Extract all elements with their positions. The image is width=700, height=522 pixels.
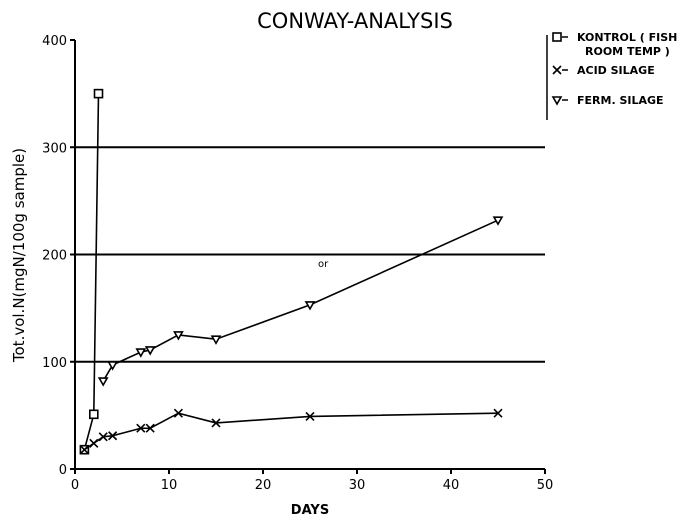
y-tick-label: 200 [42, 249, 67, 264]
series-group [79, 88, 504, 455]
series-line [102, 219, 499, 382]
x-tick-label: 0 [71, 478, 79, 493]
x-tick-label: 40 [443, 478, 460, 493]
series-triangle-down [97, 216, 504, 387]
series-line [83, 412, 499, 451]
y-tick-label: 300 [42, 141, 67, 156]
series-x [79, 408, 503, 455]
marker-triangle [551, 96, 563, 106]
y-tick-label: 100 [42, 356, 67, 371]
marker-square [552, 32, 562, 42]
series-square [79, 88, 104, 455]
marker-triangle [210, 335, 222, 345]
marker-square [89, 409, 99, 420]
marker-triangle [304, 301, 316, 311]
marker-triangle [107, 361, 118, 371]
marker-triangle [97, 377, 109, 387]
marker-triangle [144, 346, 156, 356]
marker-triangle [492, 216, 504, 226]
axes: 0 100 200 300 400 0 10 20 30 40 50 [42, 34, 553, 493]
x-tick-label: 10 [161, 478, 178, 493]
marker-x [211, 418, 221, 428]
x-axis-label: DAYS [291, 503, 329, 518]
legend-label: FERM. SILAGE [577, 94, 664, 107]
marker-x [98, 432, 108, 442]
marker-x [173, 408, 183, 418]
legend-label: ROOM TEMP ) [585, 45, 670, 58]
marker-x [136, 423, 146, 433]
y-tick-label: 0 [59, 463, 67, 478]
annotation: or [318, 259, 329, 270]
marker-triangle [173, 331, 184, 341]
marker-x [79, 445, 89, 455]
marker-x [89, 438, 99, 448]
legend-label: KONTROL ( FISH [577, 31, 677, 44]
y-tick-label: 400 [42, 34, 67, 49]
y-axis-label: Tot.vol.N(mgN/100g sample) [10, 148, 28, 363]
marker-x [493, 408, 503, 418]
marker-triangle [135, 348, 147, 358]
x-tick-label: 50 [537, 478, 554, 493]
marker-square [93, 88, 104, 99]
marker-x [108, 431, 118, 441]
chart-title: CONWAY-ANALYSIS [257, 9, 453, 33]
x-tick-label: 20 [255, 478, 272, 493]
x-tick-label: 30 [349, 478, 366, 493]
marker-x [145, 423, 155, 433]
marker-x [305, 411, 315, 422]
legend-label: ACID SILAGE [577, 64, 655, 77]
marker-x [552, 65, 562, 75]
